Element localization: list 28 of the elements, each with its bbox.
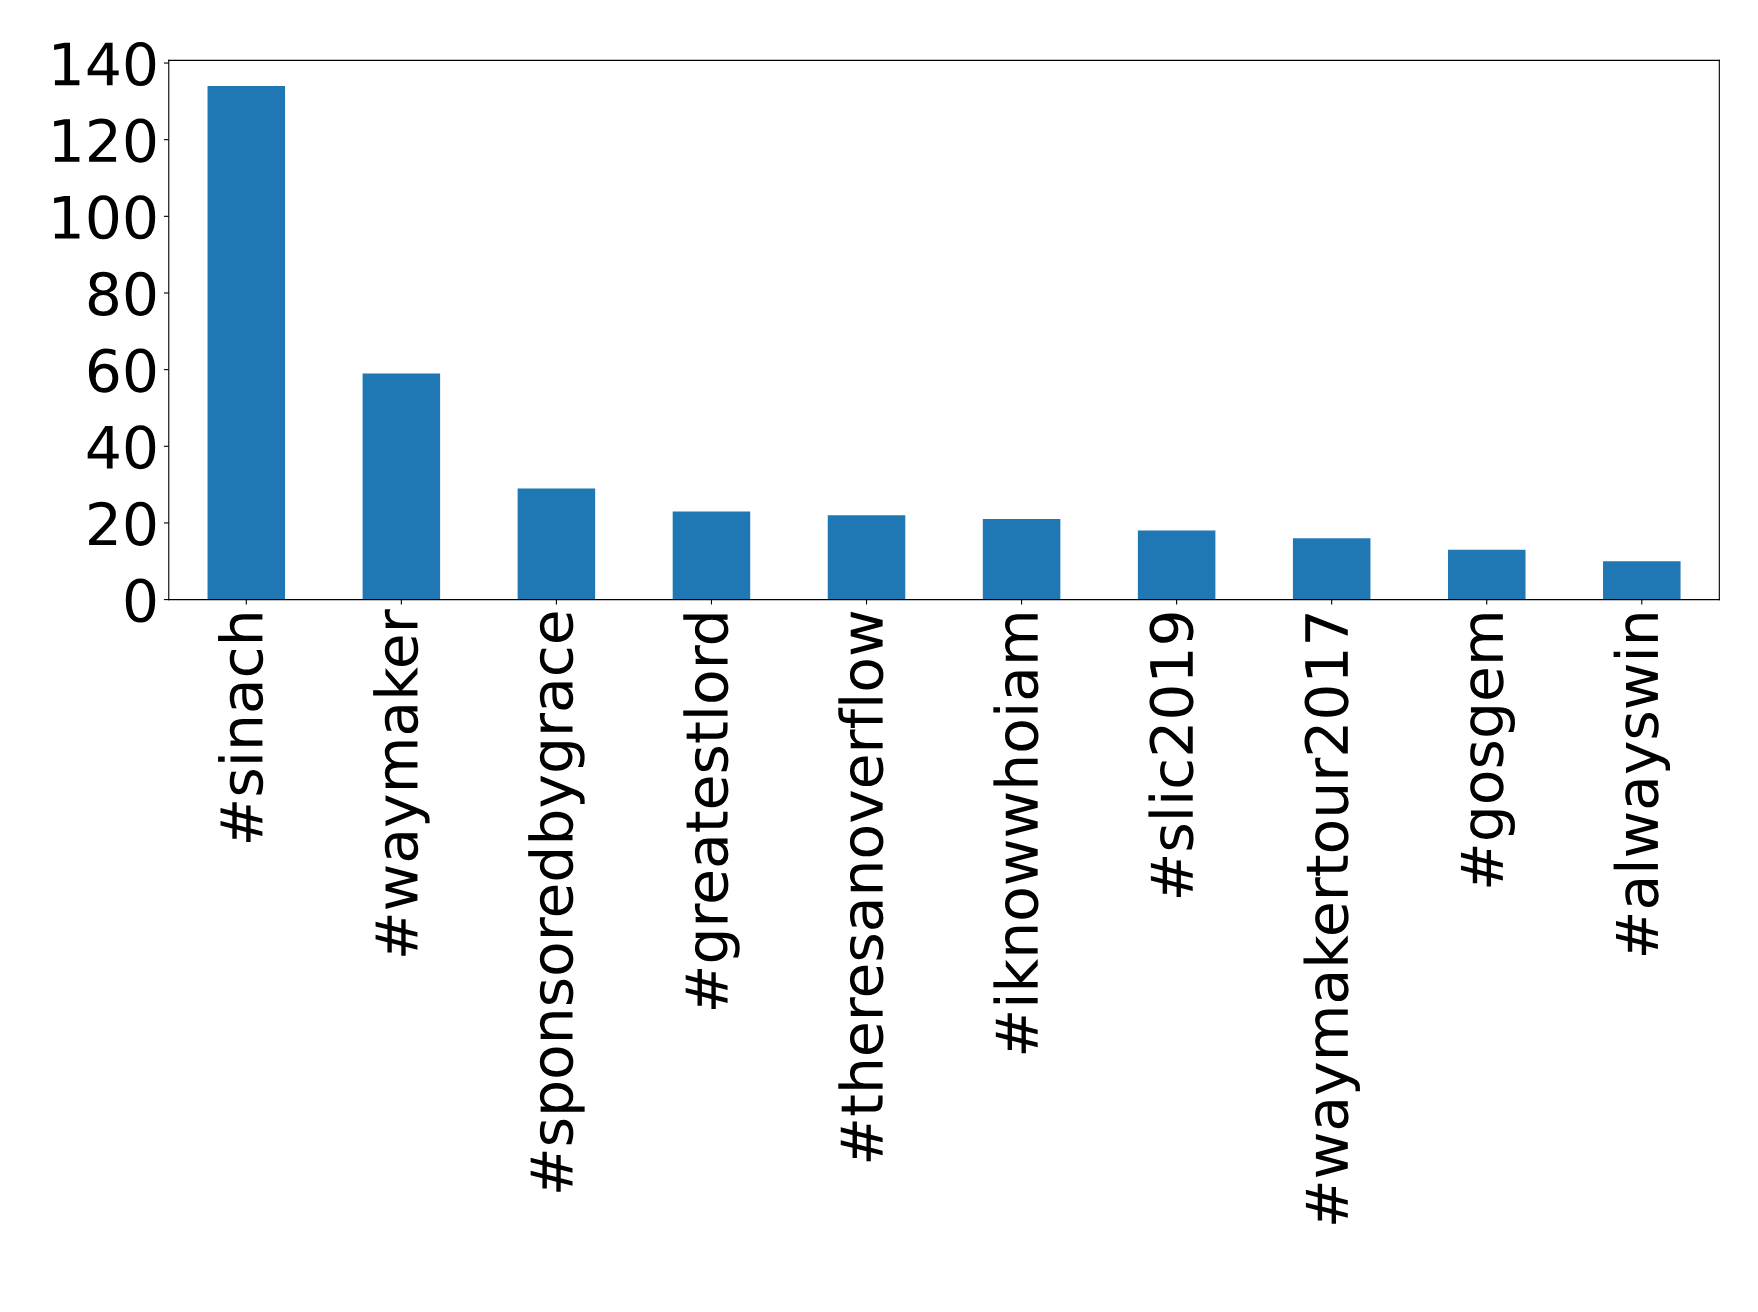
x-tick-label: #theresanoverflow [838, 611, 884, 1162]
x-tick-label: #sponsoredbygrace [528, 612, 585, 1192]
y-tick-label: 140 [54, 41, 156, 87]
bar [207, 86, 286, 600]
bar [982, 519, 1061, 600]
x-tick-label: #greatestlord [683, 614, 740, 1009]
x-tick-label: #sinach [218, 614, 264, 843]
bar [827, 515, 906, 600]
x-tick-label: #gosgem [1460, 614, 1515, 887]
x-tick-label: #slic2019 [1148, 613, 1194, 898]
y-tick-label: 60 [88, 348, 156, 393]
x-tick-label: #waymaker [373, 609, 430, 956]
y-tick-label: 20 [89, 501, 156, 546]
bar [1447, 549, 1526, 600]
y-tick-label: 40 [87, 425, 156, 470]
x-tick-label: #iknowwhoiam [993, 614, 1039, 1054]
x-tick-label: #alwayswin [1613, 614, 1671, 955]
x-tick-label: #waymakertour2017 [1303, 614, 1360, 1224]
bar [517, 488, 596, 600]
y-tick-label: 100 [54, 195, 156, 240]
bar [1292, 538, 1371, 600]
y-tick-label: 0 [125, 578, 156, 623]
bar [362, 373, 441, 600]
bar [1137, 530, 1216, 600]
y-tick-label: 120 [54, 118, 156, 163]
bar [1603, 561, 1681, 600]
y-tick-label: 80 [88, 271, 156, 316]
bar [672, 511, 751, 600]
